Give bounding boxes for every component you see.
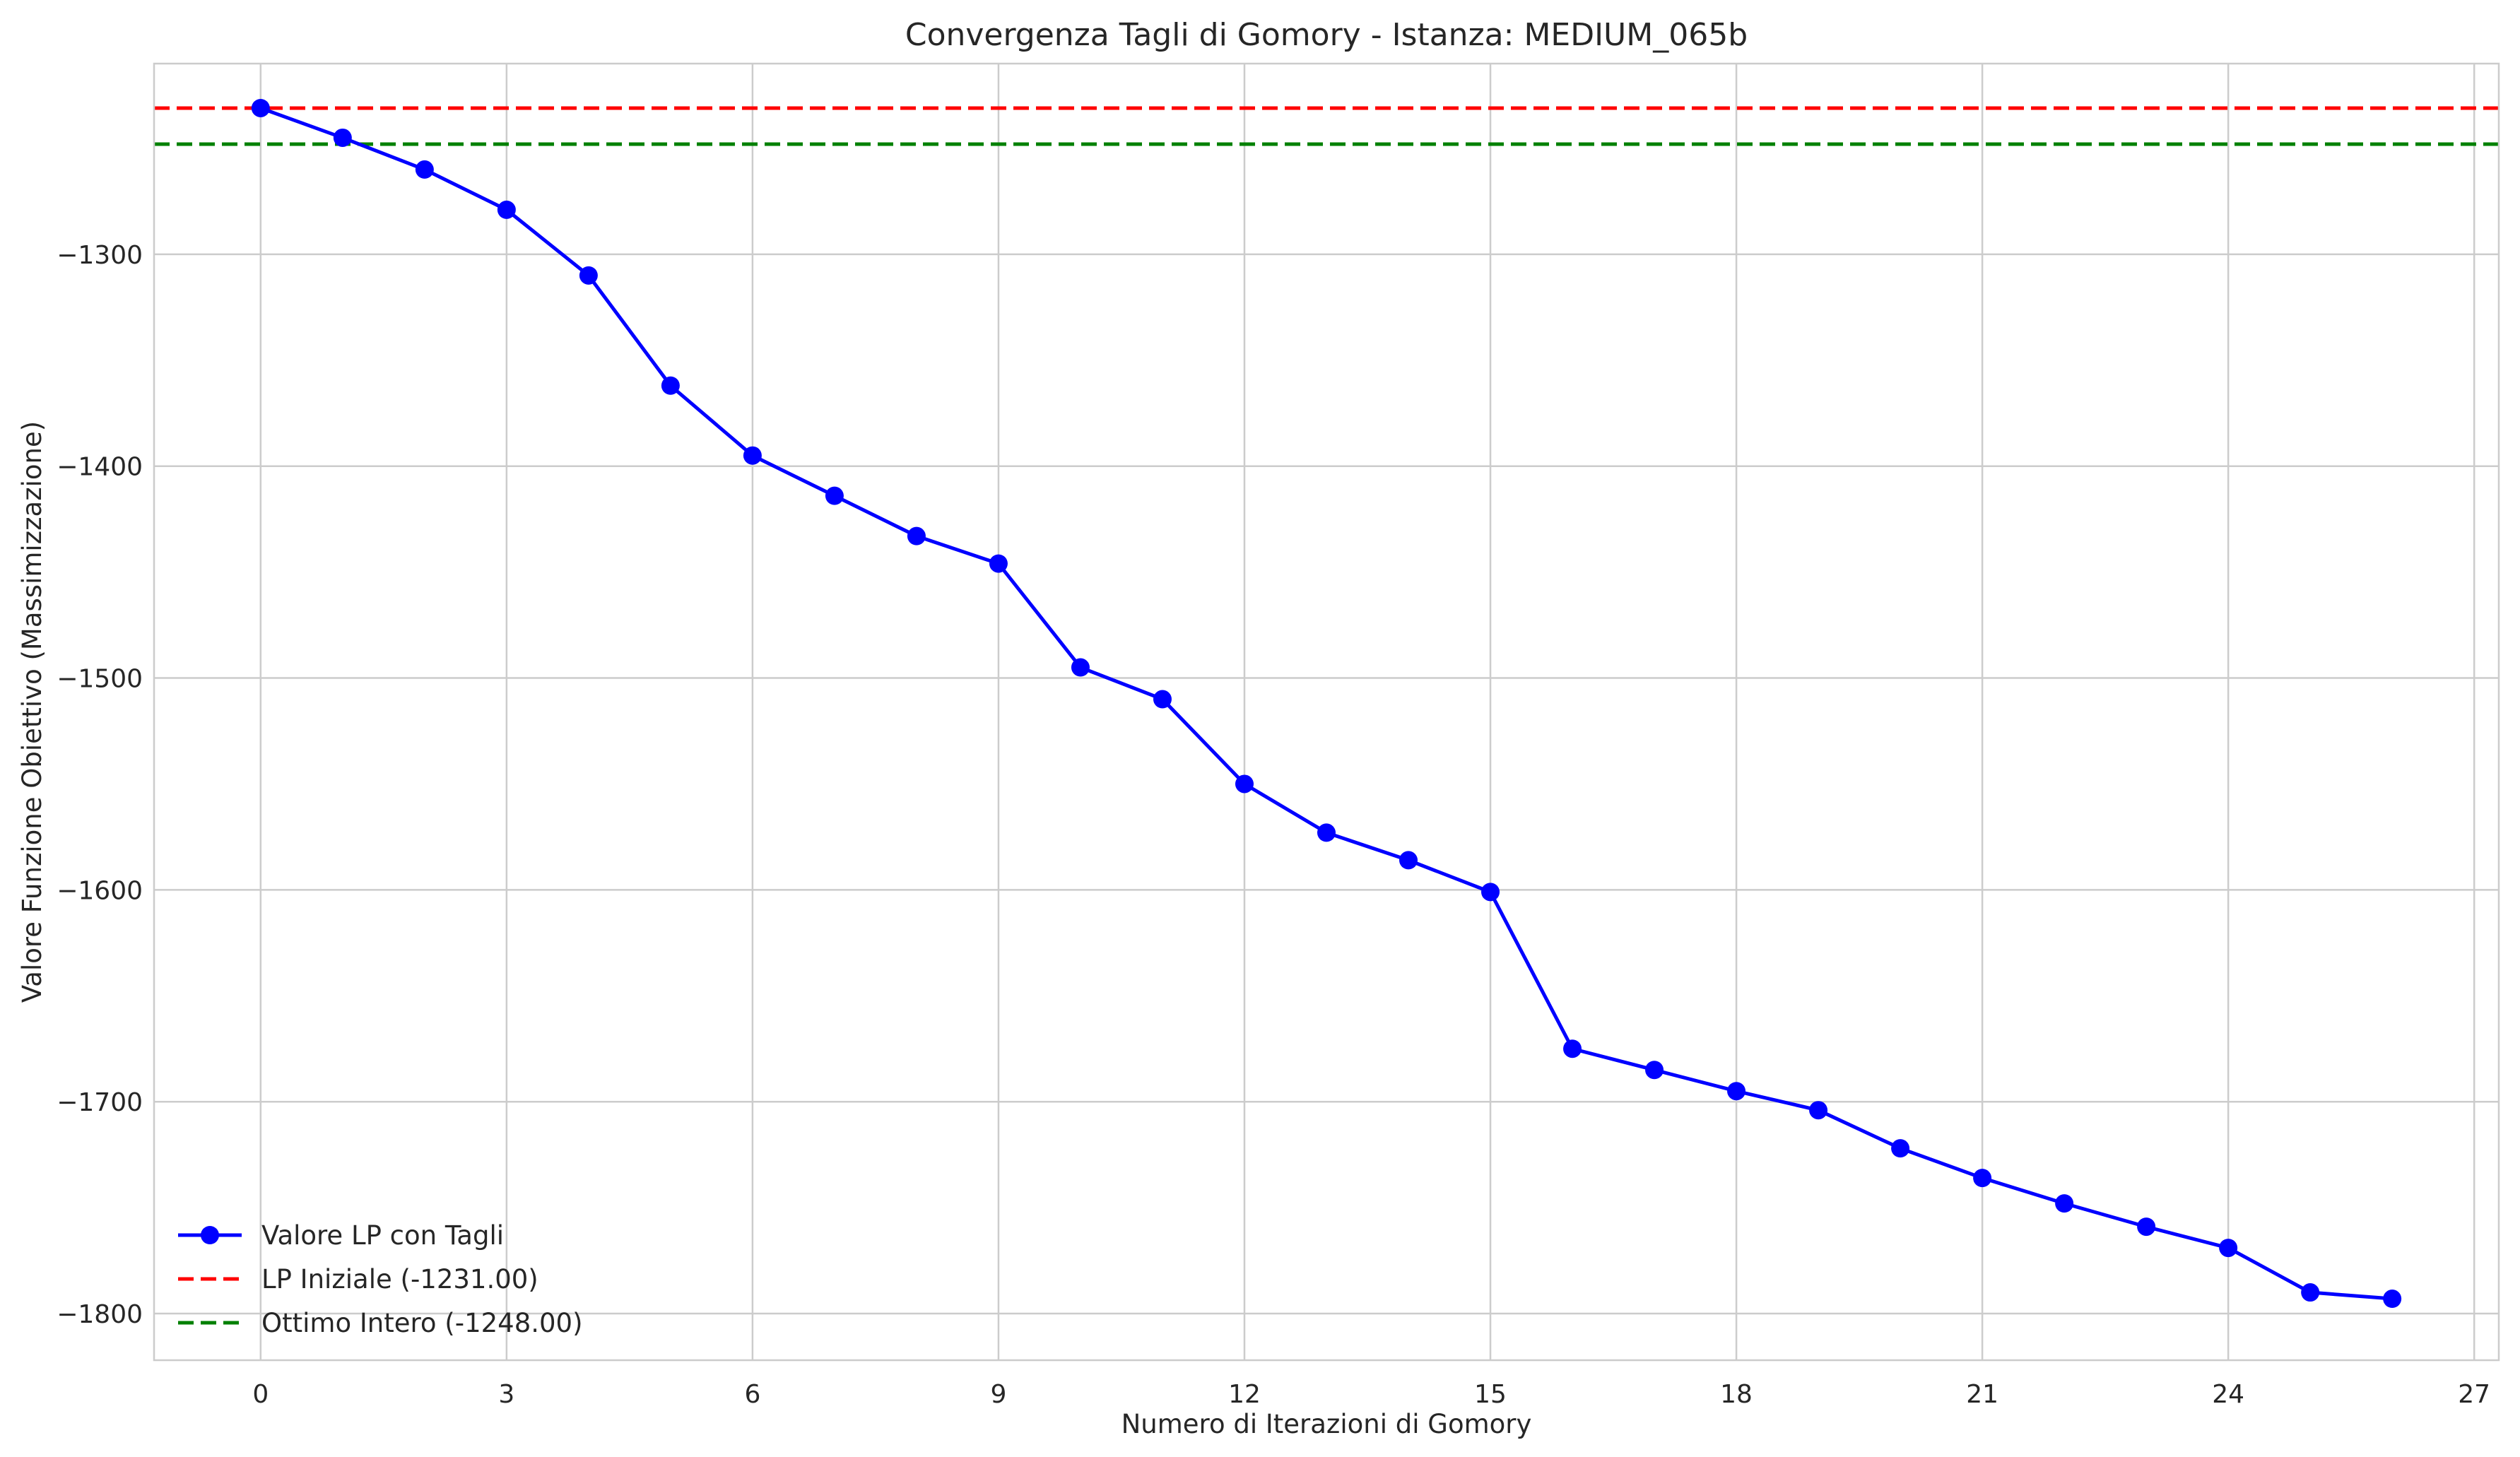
x-tick-label: 15	[1474, 1380, 1507, 1409]
data-point	[1399, 851, 1418, 870]
data-point	[1891, 1139, 1910, 1158]
data-point	[2055, 1194, 2074, 1213]
x-tick-label: 27	[2458, 1380, 2490, 1409]
data-point	[907, 526, 926, 545]
reference-lines	[154, 106, 2499, 146]
y-tick-label: −1700	[57, 1088, 143, 1117]
y-axis-ticks: −1300 −1400 −1500 −1600 −1700 −1800	[57, 241, 143, 1329]
plot-frame	[153, 62, 2500, 1362]
data-point	[251, 98, 270, 117]
data-point	[1481, 883, 1500, 902]
data-point	[1809, 1101, 1828, 1120]
data-point	[661, 376, 680, 395]
data-point	[579, 266, 598, 285]
data-point	[1727, 1082, 1746, 1101]
x-tick-label: 21	[1966, 1380, 1998, 1409]
data-point	[2383, 1290, 2402, 1309]
data-point	[1645, 1061, 1664, 1080]
data-point	[497, 200, 516, 219]
data-point	[333, 128, 352, 147]
y-axis-label: Valore Funzione Obiettivo (Massimizzazio…	[17, 421, 47, 1003]
legend-marker	[201, 1226, 219, 1244]
chart-title: Convergenza Tagli di Gomory - Istanza: M…	[905, 17, 1748, 53]
data-point	[2219, 1239, 2238, 1258]
data-point	[1153, 690, 1172, 709]
legend-label: Ottimo Intero (-1248.00)	[261, 1308, 583, 1338]
y-tick-label: −1400	[57, 453, 143, 482]
x-tick-label: 9	[990, 1380, 1006, 1409]
x-axis-label: Numero di Iterazioni di Gomory	[1121, 1409, 1532, 1439]
y-tick-label: −1600	[57, 876, 143, 905]
data-point	[989, 554, 1008, 573]
data-point	[415, 160, 434, 179]
data-point	[1235, 774, 1254, 794]
x-tick-label: 0	[252, 1380, 269, 1409]
x-tick-label: 24	[2212, 1380, 2244, 1409]
data-point	[743, 446, 762, 465]
legend-entry: Ottimo Intero (-1248.00)	[178, 1308, 583, 1338]
legend: Valore LP con Tagli LP Iniziale (-1231.00…	[178, 1220, 583, 1338]
data-point	[2137, 1217, 2156, 1237]
series-layer	[251, 98, 2402, 1309]
y-tick-label: −1800	[57, 1300, 143, 1329]
legend-label: LP Iniziale (-1231.00)	[261, 1264, 538, 1294]
x-tick-label: 12	[1228, 1380, 1261, 1409]
data-point	[2301, 1283, 2320, 1302]
y-tick-label: −1500	[57, 665, 143, 694]
data-point	[825, 486, 844, 505]
legend-label: Valore LP con Tagli	[261, 1220, 504, 1251]
x-tick-label: 6	[744, 1380, 760, 1409]
legend-entry: Valore LP con Tagli	[178, 1220, 504, 1251]
data-point	[1317, 823, 1336, 842]
data-point	[1563, 1039, 1582, 1058]
y-tick-label: −1300	[57, 241, 143, 270]
data-point	[1071, 658, 1090, 677]
x-axis-ticks: 0 3 6 9 12 15 18 21 24 27	[252, 1380, 2490, 1409]
x-tick-label: 18	[1720, 1380, 1753, 1409]
x-tick-label: 3	[498, 1380, 514, 1409]
data-point	[1973, 1169, 1992, 1188]
grid	[154, 64, 2499, 1360]
legend-entry: LP Iniziale (-1231.00)	[178, 1264, 538, 1294]
